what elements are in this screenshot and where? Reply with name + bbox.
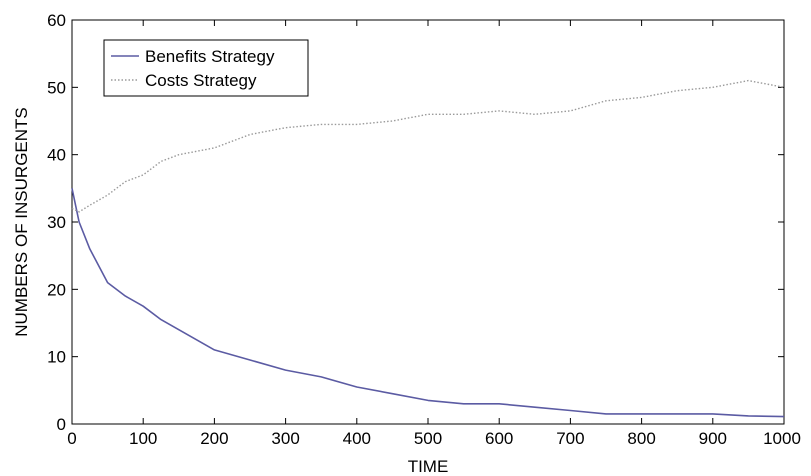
x-tick-label: 100 <box>129 429 157 448</box>
y-tick-label: 30 <box>47 213 66 232</box>
legend: Benefits Strategy Costs Strategy <box>103 39 309 97</box>
x-tick-label: 600 <box>485 429 513 448</box>
y-axis-title: NUMBERS OF INSURGENTS <box>12 107 31 337</box>
legend-box <box>103 39 309 97</box>
y-tick-label: 50 <box>47 78 66 97</box>
y-tick-label: 10 <box>47 348 66 367</box>
y-tick-label: 0 <box>57 415 66 434</box>
x-tick-label: 300 <box>271 429 299 448</box>
x-tick-label: 800 <box>627 429 655 448</box>
x-tick-label: 900 <box>699 429 727 448</box>
x-tick-label: 700 <box>556 429 584 448</box>
x-tick-label: 0 <box>67 429 76 448</box>
x-tick-label: 200 <box>200 429 228 448</box>
x-axis-ticks: 0 100 200 300 400 500 600 700 800 900 1000 <box>67 20 801 448</box>
series-layer <box>71 79 785 418</box>
legend-label-benefits: Benefits Strategy <box>145 47 275 66</box>
y-tick-label: 60 <box>47 11 66 30</box>
x-tick-label: 500 <box>414 429 442 448</box>
x-tick-label: 400 <box>343 429 371 448</box>
x-axis-title: TIME <box>408 457 449 476</box>
y-axis-ticks: 0 10 20 30 40 50 60 <box>47 11 784 434</box>
y-tick-label: 40 <box>47 146 66 165</box>
series-line-benefits <box>71 188 785 418</box>
legend-label-costs: Costs Strategy <box>145 71 257 90</box>
series-line-costs <box>71 79 785 213</box>
x-tick-label: 1000 <box>763 429 801 448</box>
y-tick-label: 20 <box>47 280 66 299</box>
